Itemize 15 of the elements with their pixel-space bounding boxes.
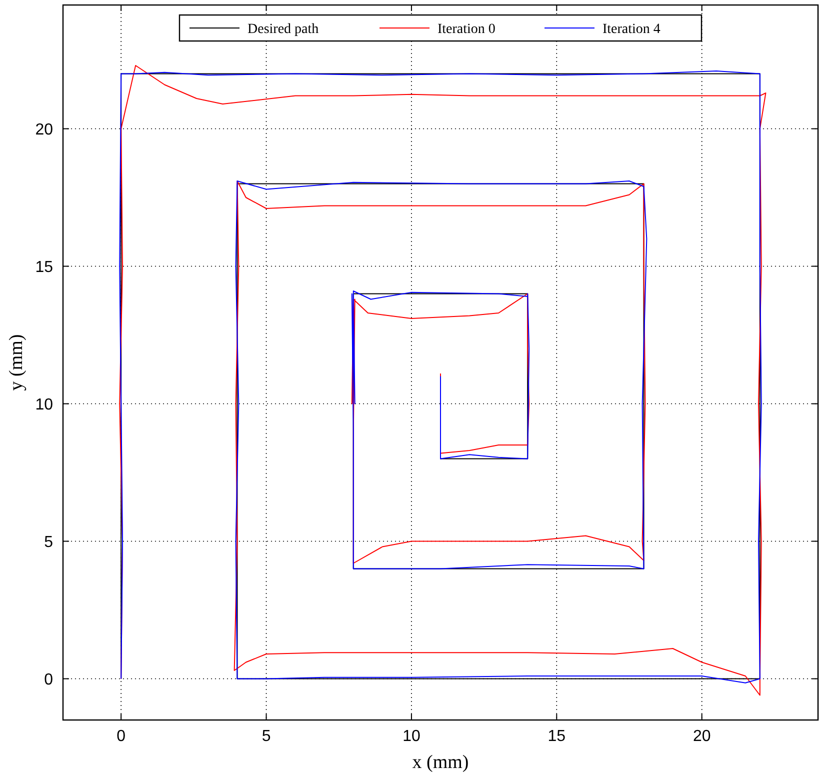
- x-tick-label: 20: [692, 728, 711, 745]
- y-axis-title: y (mm): [6, 334, 27, 391]
- y-tick-label: 0: [44, 671, 54, 688]
- x-axis-title: x (mm): [412, 752, 469, 773]
- legend-label: Iteration 0: [438, 22, 496, 37]
- legend-label: Iteration 4: [602, 22, 660, 37]
- y-tick-label: 10: [35, 396, 54, 414]
- y-tick-label: 15: [35, 258, 54, 276]
- legend-label: Desired path: [248, 22, 319, 37]
- x-tick-label: 10: [402, 728, 420, 745]
- x-tick-label: 0: [116, 728, 126, 745]
- x-tick-label: 5: [262, 728, 271, 745]
- x-tick-label: 15: [548, 728, 566, 745]
- y-tick-label: 20: [35, 121, 54, 138]
- y-tick-label: 5: [44, 534, 54, 551]
